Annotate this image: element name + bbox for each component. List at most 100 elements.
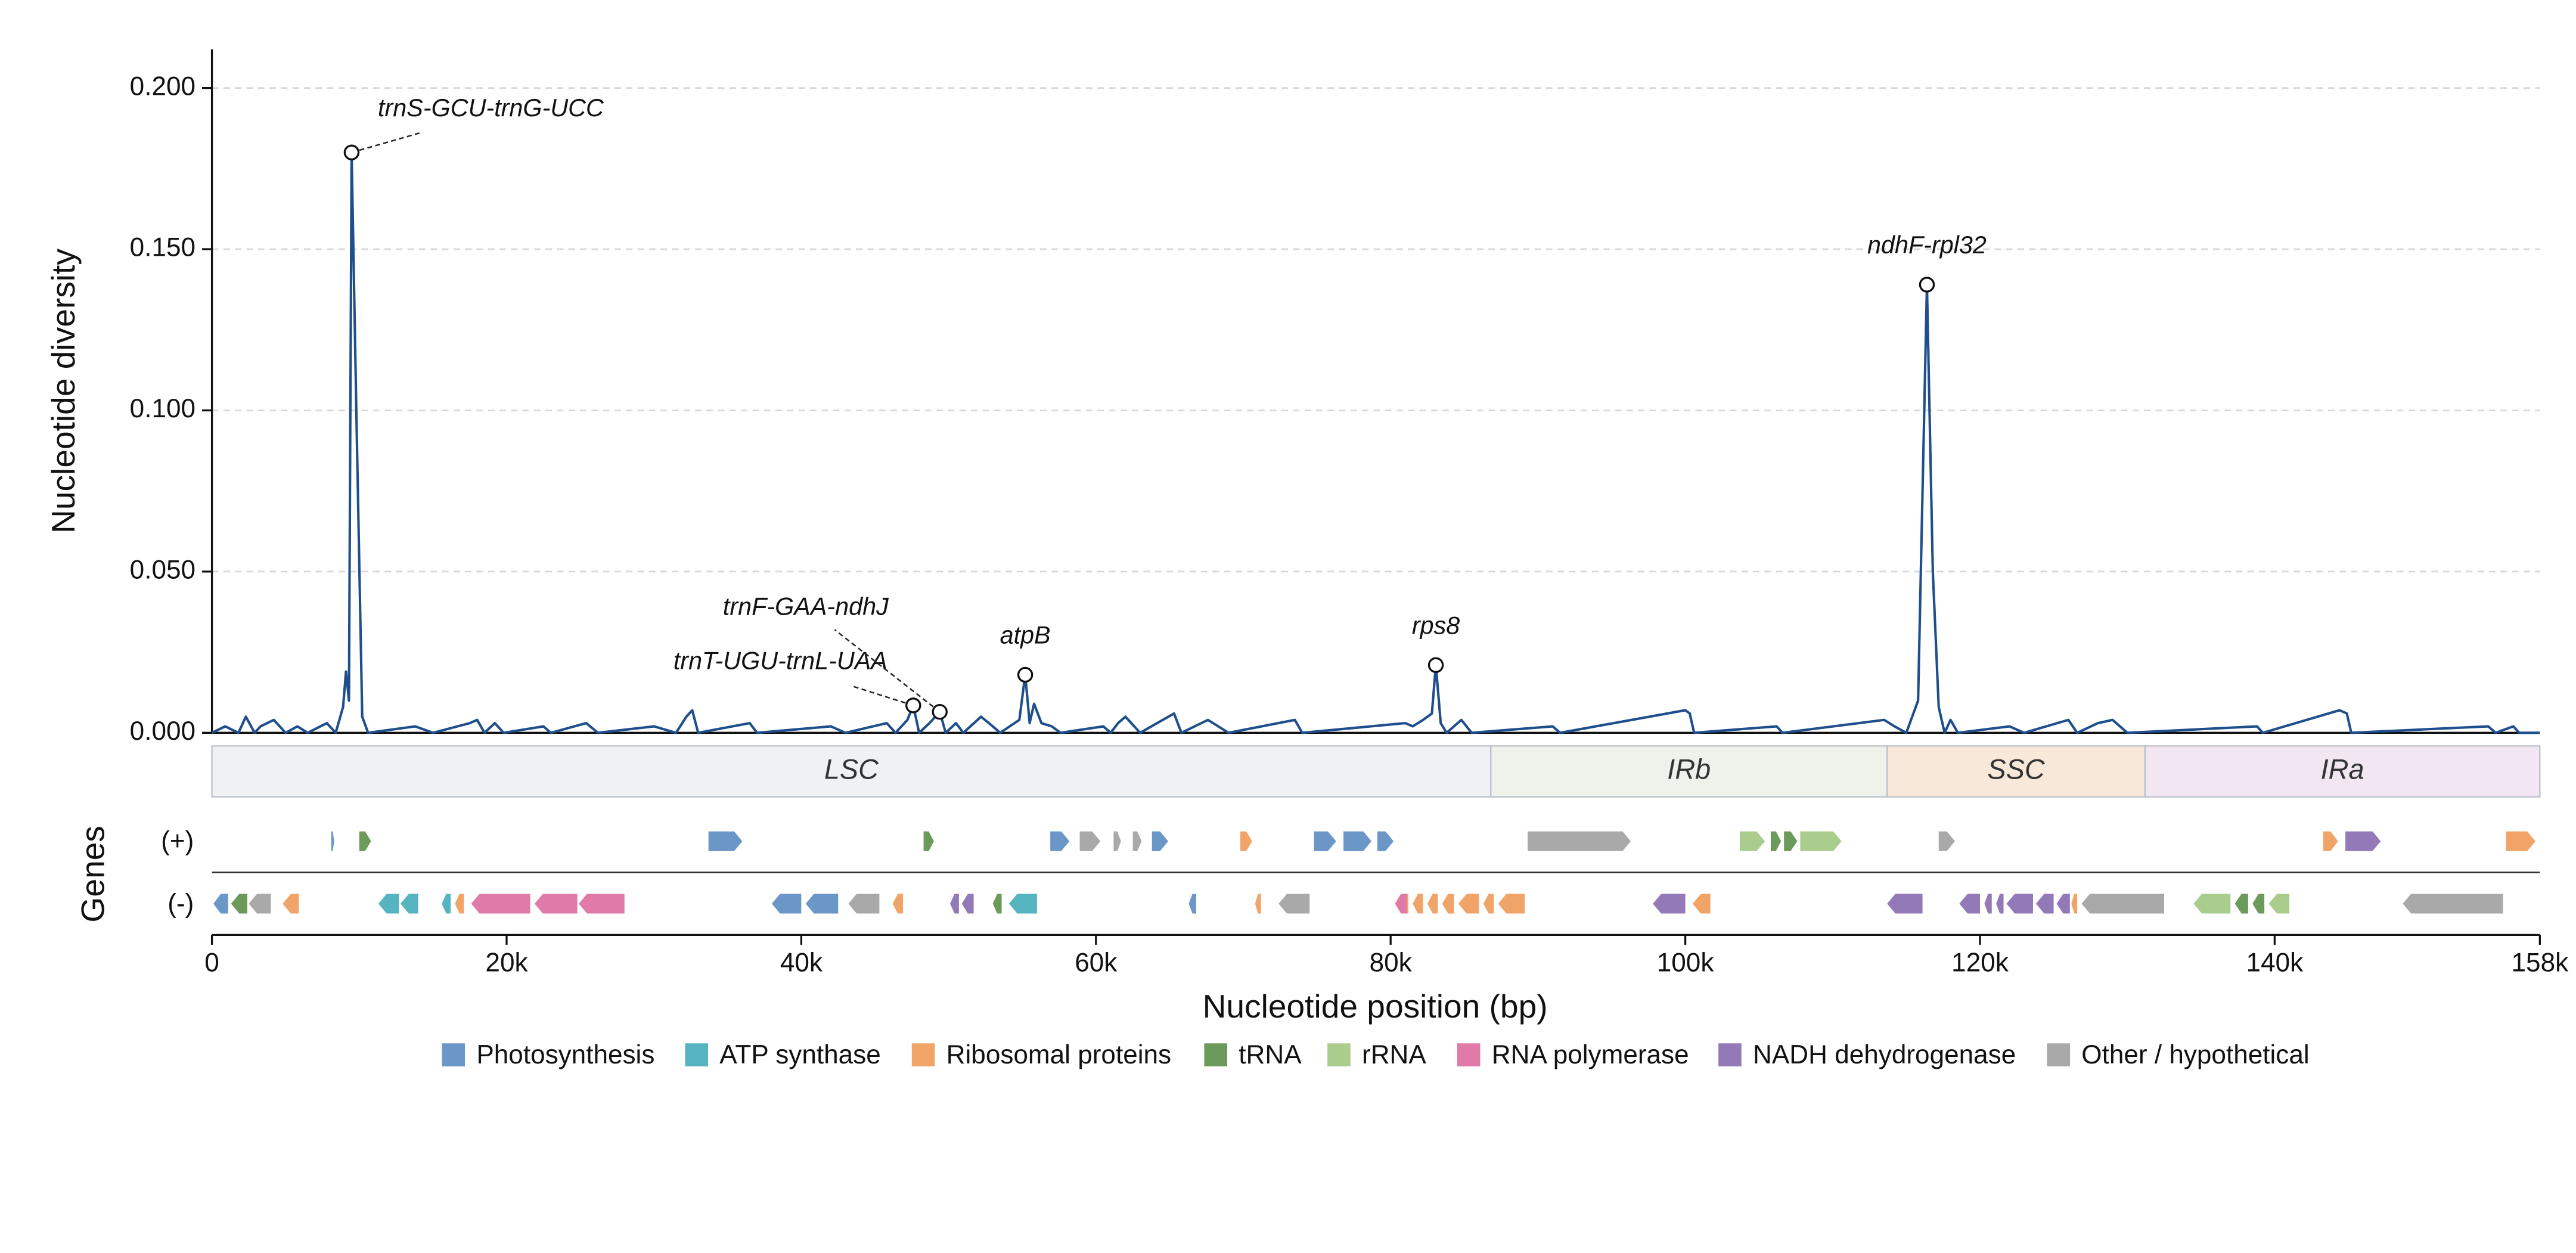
- y-tick-label: 0.100: [130, 394, 195, 423]
- gene-minus: [2403, 894, 2503, 914]
- annotation-label: trnT-UGU-trnL-UAA: [674, 647, 887, 675]
- gene-minus: [471, 894, 530, 914]
- gene-minus: [1255, 894, 1261, 914]
- region: [1490, 745, 1888, 798]
- gene-minus: [2006, 894, 2033, 914]
- gene-minus: [961, 894, 974, 914]
- gene-plus: [1528, 831, 1631, 851]
- gene-minus: [1442, 894, 1454, 914]
- annotation-label: trnF-GAA-ndhJ: [723, 593, 889, 620]
- gene-minus: [848, 894, 880, 914]
- gene-minus: [950, 894, 959, 914]
- gene-minus: [2071, 894, 2078, 914]
- annotation-point: [905, 697, 921, 714]
- legend-swatch: [1327, 1043, 1351, 1066]
- gene-plus: [1740, 831, 1765, 851]
- gene-plus: [2323, 831, 2338, 851]
- gene-minus: [1008, 894, 1037, 914]
- gene-minus: [1653, 894, 1686, 914]
- gene-plus: [1132, 831, 1142, 851]
- gene-minus: [1996, 894, 2004, 914]
- x-tick-label: 20k: [485, 948, 528, 978]
- gene-minus: [2193, 894, 2231, 914]
- gene-plus: [923, 831, 934, 851]
- y-tick-label: 0.150: [130, 233, 195, 262]
- legend-label: ATP synthase: [719, 1040, 880, 1069]
- gene-plus: [2345, 831, 2381, 851]
- annotation-point: [1427, 657, 1444, 673]
- gene-plus: [1343, 831, 1372, 851]
- gene-minus: [1395, 894, 1407, 914]
- gene-minus: [378, 894, 399, 914]
- gene-minus: [1887, 894, 1923, 914]
- region-label: LSC: [824, 753, 879, 784]
- gene-plus: [1079, 831, 1101, 851]
- gene-minus: [213, 894, 228, 914]
- x-tick-label: 40k: [780, 948, 823, 978]
- gene-plus: [1377, 831, 1394, 851]
- gene-minus: [771, 894, 802, 914]
- legend-swatch: [442, 1043, 465, 1066]
- leader-line: [851, 685, 914, 706]
- legend-label: Photosynthesis: [476, 1040, 654, 1069]
- annotation-label: ndhF-rpl32: [1867, 231, 1987, 259]
- gene-plus: [1113, 831, 1121, 851]
- y-tick-label: 0.200: [130, 72, 195, 101]
- legend-label: NADH dehydrogenase: [1753, 1040, 2016, 1069]
- gene-minus: [2252, 894, 2265, 914]
- gene-plus: [1152, 831, 1168, 851]
- annotation-point: [343, 144, 360, 160]
- gene-minus: [1498, 894, 1525, 914]
- region: [211, 745, 1492, 798]
- gene-minus: [1984, 894, 1992, 914]
- y-axis-label: Nucleotide diversity: [45, 249, 82, 534]
- gene-plus: [2506, 831, 2535, 851]
- legend-swatch: [1204, 1043, 1228, 1066]
- gene-minus: [455, 894, 464, 914]
- legend-label: tRNA: [1239, 1040, 1302, 1069]
- annotation-label: atpB: [1000, 622, 1051, 649]
- leader-line: [351, 132, 421, 153]
- gene-minus: [2234, 894, 2248, 914]
- gene-minus: [1458, 894, 1479, 914]
- gene-minus: [442, 894, 451, 914]
- annotation-point: [1017, 666, 1033, 683]
- gene-plus: [331, 831, 334, 851]
- legend-label: RNA polymerase: [1492, 1040, 1689, 1069]
- x-tick-label: 80k: [1370, 948, 1413, 978]
- gene-minus: [2081, 894, 2164, 914]
- annotation-point: [932, 703, 948, 720]
- track-label: Genes: [74, 826, 111, 922]
- gene-minus: [401, 894, 418, 914]
- gene-minus: [1483, 894, 1494, 914]
- gene-plus: [1784, 831, 1798, 851]
- gene-minus: [1413, 894, 1423, 914]
- gene-minus: [579, 894, 625, 914]
- legend-label: Other / hypothetical: [2081, 1040, 2309, 1069]
- gene-plus: [1938, 831, 1955, 851]
- y-tick-label: 0.050: [130, 556, 195, 585]
- gene-minus: [1278, 894, 1310, 914]
- gene-plus: [1050, 831, 1070, 851]
- gene-minus: [2035, 894, 2054, 914]
- legend-swatch: [1718, 1043, 1742, 1066]
- gene-minus: [805, 894, 839, 914]
- gene-plus: [1770, 831, 1782, 851]
- legend-swatch: [1457, 1043, 1481, 1066]
- gene-plus: [1314, 831, 1336, 851]
- x-tick-label: 140k: [2246, 948, 2304, 978]
- gene-minus: [1188, 894, 1196, 914]
- gene-plus: [708, 831, 743, 851]
- x-axis-label: Nucleotide position (bp): [1203, 988, 1548, 1025]
- legend-label: rRNA: [1362, 1040, 1426, 1069]
- annotation-label: trnS-GCU-trnG-UCC: [378, 94, 604, 122]
- x-tick-label: 60k: [1075, 948, 1118, 978]
- annotation-label: rps8: [1412, 612, 1460, 639]
- gene-minus: [231, 894, 247, 914]
- gene-minus: [1427, 894, 1438, 914]
- x-tick-label: 100k: [1657, 948, 1715, 978]
- gene-minus: [534, 894, 578, 914]
- legend-label: Ribosomal proteins: [946, 1040, 1171, 1069]
